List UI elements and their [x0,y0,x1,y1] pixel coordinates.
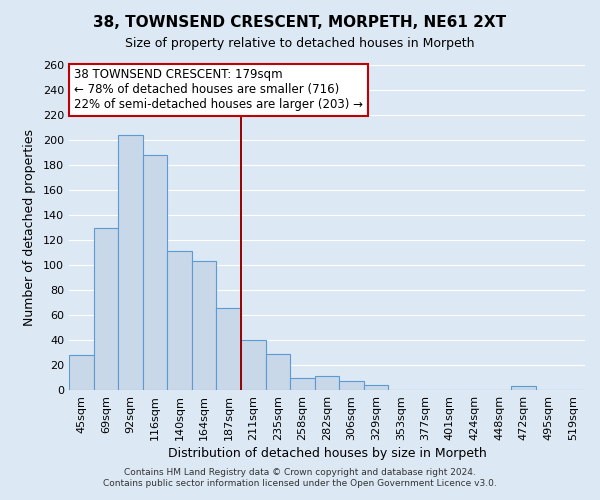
Bar [69,355,94,390]
Text: 38 TOWNSEND CRESCENT: 179sqm
← 78% of detached houses are smaller (716)
22% of s: 38 TOWNSEND CRESCENT: 179sqm ← 78% of de… [74,68,363,112]
Text: Size of property relative to detached houses in Morpeth: Size of property relative to detached ho… [125,38,475,51]
Bar [118,135,143,390]
Bar [339,381,364,390]
Bar [167,251,192,390]
Bar [290,378,315,390]
Bar [511,386,536,390]
Bar [192,261,217,390]
Bar [143,155,167,390]
Bar [217,308,241,390]
Bar [364,385,388,390]
Text: 38, TOWNSEND CRESCENT, MORPETH, NE61 2XT: 38, TOWNSEND CRESCENT, MORPETH, NE61 2XT [94,15,506,30]
Text: Contains HM Land Registry data © Crown copyright and database right 2024.
Contai: Contains HM Land Registry data © Crown c… [103,468,497,487]
Y-axis label: Number of detached properties: Number of detached properties [23,129,36,326]
Bar [241,340,266,390]
Bar [266,354,290,390]
Bar [315,376,339,390]
X-axis label: Distribution of detached houses by size in Morpeth: Distribution of detached houses by size … [167,447,487,460]
Bar [94,228,118,390]
